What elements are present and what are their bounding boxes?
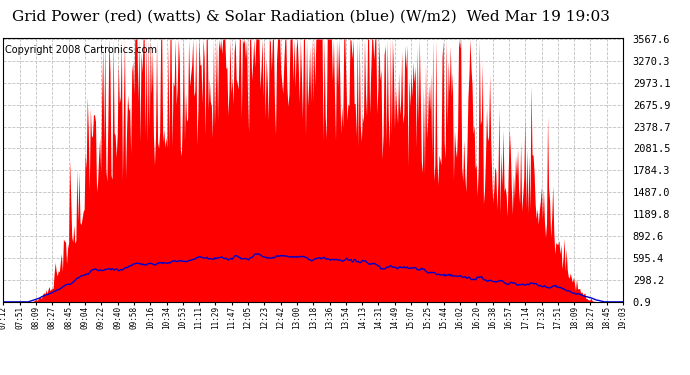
Text: Copyright 2008 Cartronics.com: Copyright 2008 Cartronics.com — [6, 45, 157, 56]
Text: Grid Power (red) (watts) & Solar Radiation (blue) (W/m2)  Wed Mar 19 19:03: Grid Power (red) (watts) & Solar Radiati… — [12, 9, 609, 23]
